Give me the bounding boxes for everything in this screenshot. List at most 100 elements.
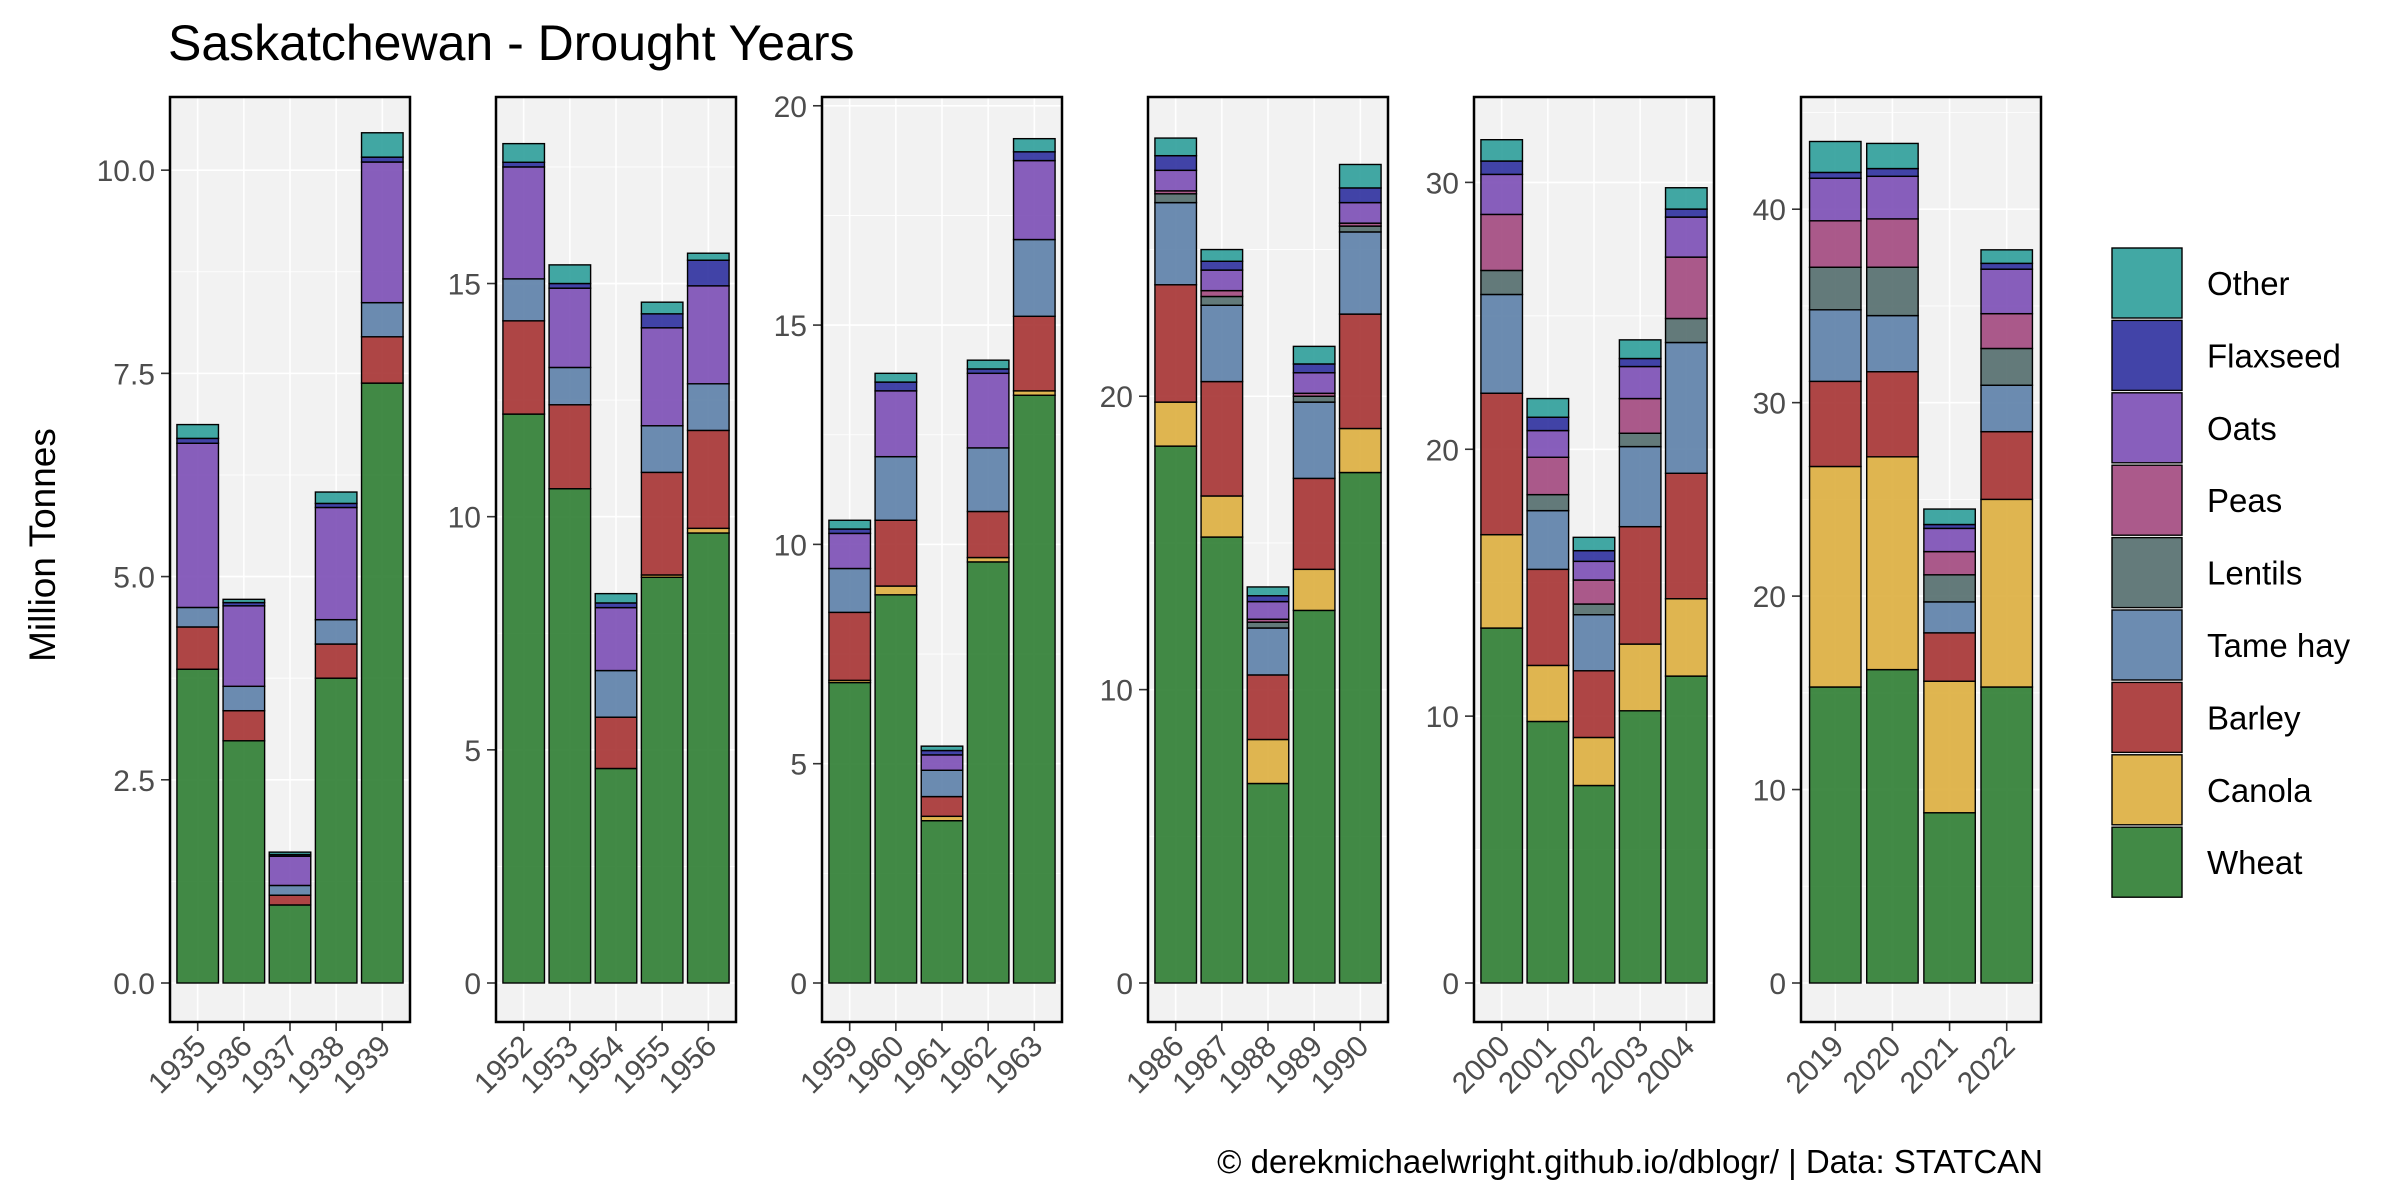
legend-key-flaxseed: [2111, 319, 2183, 392]
bar-2020: [1866, 142, 1919, 984]
bar-segment-lentils: [1480, 269, 1524, 296]
bar-segment-oats: [1526, 429, 1570, 458]
bar-2019: [1808, 140, 1862, 984]
bar-segment-oats: [1012, 159, 1056, 241]
bar-1954: [594, 592, 638, 984]
bar-segment-oats: [594, 606, 638, 672]
bar-1939: [360, 132, 404, 984]
bar-2022: [1980, 249, 2034, 984]
bar-segment-oats: [1808, 177, 1862, 222]
bar-segment-tame-hay: [920, 769, 964, 798]
bar-segment-tame-hay: [1292, 401, 1336, 480]
bar-segment-barley: [360, 336, 404, 384]
bar-1959: [828, 519, 872, 984]
panel-border: [1799, 95, 2043, 1024]
y-tick-label: 0.0: [113, 968, 155, 1001]
bar-segment-other: [176, 423, 220, 440]
bar-segment-wheat: [502, 413, 546, 984]
bar-segment-barley: [548, 404, 592, 490]
bar-1953: [548, 264, 592, 984]
bar-segment-wheat: [640, 576, 684, 984]
bar-segment-flaxseed: [1012, 151, 1056, 162]
bar-segment-flaxseed: [1154, 154, 1198, 172]
panel-border: [1472, 95, 1716, 1024]
bar-segment-tame-hay: [360, 301, 404, 338]
bar-segment-lentils: [1154, 193, 1198, 204]
bar-segment-canola: [1808, 465, 1862, 688]
bar-1986: [1154, 137, 1198, 984]
legend-key-oats: [2111, 392, 2183, 464]
bar-segment-tame-hay: [1664, 341, 1708, 474]
y-tick-label: 40: [1753, 194, 1786, 227]
bar-segment-barley: [1572, 670, 1616, 739]
y-tick-label: 20: [1100, 381, 1133, 414]
bar-segment-tame-hay: [1480, 293, 1524, 394]
bar-segment-other: [966, 359, 1010, 370]
bar-segment-wheat: [1866, 668, 1919, 984]
bar-segment-canola: [1980, 498, 2034, 688]
panel-border: [168, 95, 412, 1024]
y-tick-label: 5.0: [113, 562, 155, 595]
bar-segment-canola: [1664, 598, 1708, 677]
bar-segment-tame-hay: [1866, 314, 1919, 373]
bar-segment-wheat: [1572, 784, 1616, 984]
legend-key-wheat: [2111, 826, 2183, 898]
bar-segment-wheat: [594, 767, 638, 984]
legend-label-flaxseed: Flaxseed: [2207, 337, 2341, 374]
y-tick-label: 10: [1753, 775, 1786, 808]
bar-segment-peas: [1664, 256, 1708, 320]
bar-segment-wheat: [1338, 471, 1382, 984]
bar-segment-oats: [502, 166, 546, 280]
bar-segment-lentils: [1980, 347, 2034, 386]
legend-label-canola: Canola: [2207, 772, 2312, 809]
bar-segment-wheat: [1923, 812, 1976, 984]
legend-key-tame-hay: [2111, 609, 2183, 681]
bar-segment-flaxseed: [640, 313, 684, 329]
bar-segment-barley: [640, 471, 684, 576]
bar-segment-tame-hay: [640, 425, 684, 474]
chart-title: Saskatchewan - Drought Years: [168, 15, 855, 71]
y-tick-label: 10: [1100, 675, 1133, 708]
panel-border: [1146, 95, 1390, 1024]
bar-segment-barley: [1980, 430, 2034, 501]
bar-segment-tame-hay: [548, 366, 592, 406]
bar-segment-peas: [1480, 213, 1524, 272]
bar-segment-flaxseed: [176, 437, 220, 444]
bar-segment-oats: [176, 442, 220, 609]
bar-segment-canola: [874, 585, 918, 596]
bar-1955: [640, 301, 684, 984]
legend-label-peas: Peas: [2207, 482, 2282, 519]
bar-segment-wheat: [548, 488, 592, 984]
bar-segment-lentils: [1618, 432, 1662, 448]
bar-segment-flaxseed: [1980, 262, 2034, 270]
bar-2000: [1480, 138, 1524, 984]
bar-segment-barley: [1480, 392, 1524, 536]
y-tick-label: 5: [790, 749, 807, 782]
legend-item-wheat: Wheat: [2111, 826, 2302, 898]
bar-segment-barley: [686, 429, 730, 530]
bar-segment-barley: [966, 510, 1010, 559]
y-tick-label: 2.5: [113, 765, 155, 798]
bar-segment-barley: [1866, 370, 1919, 458]
bar-segment-lentils: [1526, 493, 1570, 512]
bar-segment-oats: [874, 390, 918, 458]
bar-segment-barley: [1526, 568, 1570, 667]
bar-segment-barley: [920, 795, 964, 818]
bar-segment-wheat: [920, 820, 964, 984]
bar-segment-barley: [222, 709, 266, 742]
bar-1952: [502, 142, 546, 984]
bar-segment-wheat: [686, 532, 730, 984]
bar-segment-canola: [1866, 456, 1919, 671]
bar-1956: [686, 252, 730, 984]
bar-segment-oats: [686, 285, 730, 385]
bar-segment-flaxseed: [1808, 171, 1862, 179]
bar-1935: [176, 423, 220, 984]
bar-segment-barley: [176, 626, 220, 670]
bar-segment-tame-hay: [1338, 231, 1382, 315]
bar-segment-peas: [1980, 312, 2034, 350]
bar-segment-wheat: [1664, 675, 1708, 984]
legend-item-tame-hay: Tame hay: [2111, 609, 2351, 681]
bar-segment-other: [1980, 249, 2034, 265]
bar-segment-oats: [1200, 269, 1244, 292]
